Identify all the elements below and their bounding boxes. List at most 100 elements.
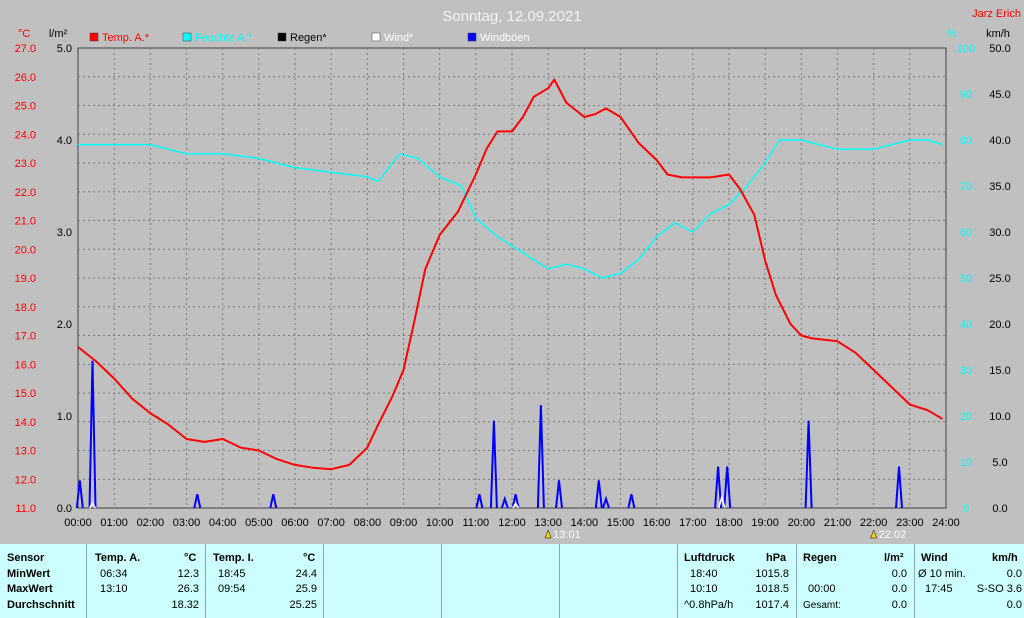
author-label: Jarz Erich xyxy=(972,8,1021,20)
humidity-tick-label: 80 xyxy=(960,135,972,147)
temp-unit-label: °C xyxy=(18,28,30,40)
x-tick-label: 08:00 xyxy=(354,517,382,529)
humidity-tick-label: 50 xyxy=(960,273,972,285)
x-tick-label: 07:00 xyxy=(317,517,345,529)
x-tick-label: 11:00 xyxy=(462,517,489,529)
sensor-header: Sensor xyxy=(7,552,45,564)
gust-spike xyxy=(88,360,97,509)
x-tick-label: 01:00 xyxy=(100,517,128,529)
wind-header: Wind xyxy=(921,552,948,564)
wind-tick-label: 0.0 xyxy=(992,503,1007,515)
wind-tick-label: 20.0 xyxy=(989,319,1010,331)
temp-a-header: Temp. A. xyxy=(95,552,141,564)
legend-swatch xyxy=(182,32,192,42)
humidity-tick-label: 70 xyxy=(960,181,972,193)
x-tick-label: 09:00 xyxy=(390,517,418,529)
rain-tick-label: 5.0 xyxy=(57,43,72,55)
temp-tick-label: 27.0 xyxy=(15,43,36,55)
pressure-min-time: 18:40 xyxy=(690,568,718,580)
gust-spike xyxy=(193,493,202,509)
temp-tick-label: 17.0 xyxy=(15,331,36,343)
series-line-temp xyxy=(77,78,943,471)
temp-i-max: 25.9 xyxy=(295,583,317,595)
temp-tick-label: 25.0 xyxy=(15,101,36,113)
gust-spike xyxy=(895,466,903,509)
rain-r1: 0.0 xyxy=(891,568,907,580)
temp-tick-label: 22.0 xyxy=(15,187,36,199)
gust-spike xyxy=(602,495,610,509)
series-layer xyxy=(75,78,943,509)
pressure-avg: 1017.4 xyxy=(755,599,789,611)
legend-swatch xyxy=(89,32,99,42)
sun-marker-label: 13:01 xyxy=(553,529,581,541)
gust-spike xyxy=(536,404,545,509)
x-tick-label: 14:00 xyxy=(571,517,599,529)
rain-r2: 0.0 xyxy=(891,583,907,595)
rain-unit: l/m² xyxy=(884,552,904,564)
temp-a-max: 26.3 xyxy=(177,583,199,595)
temp-tick-label: 23.0 xyxy=(15,158,36,170)
temp-tick-label: 19.0 xyxy=(15,273,36,285)
humidity-unit-label: % xyxy=(947,28,957,40)
legend: Temp. A.* Feuchte A.* Regen* Wind* Windböen xyxy=(89,32,530,44)
temp-i-unit: °C xyxy=(303,552,316,564)
gust-spike xyxy=(269,493,278,509)
temp-tick-label: 24.0 xyxy=(15,129,36,141)
series-line-humidity xyxy=(78,139,943,279)
wind-spike xyxy=(88,502,97,509)
sun-marker-icon xyxy=(870,529,878,539)
legend-label: Temp. A.* xyxy=(102,32,150,44)
wind-unit: km/h xyxy=(992,552,1018,564)
legend-label: Windböen xyxy=(480,32,530,44)
temp-i-max-time: 09:54 xyxy=(218,583,246,595)
wind-unit-label: km/h xyxy=(986,28,1010,40)
rain-header: Regen xyxy=(803,552,837,564)
pressure-unit: hPa xyxy=(766,552,787,564)
rain-r2-label: 00:00 xyxy=(808,583,836,595)
wind-tick-label: 40.0 xyxy=(989,135,1010,147)
wind-r2-dir: S-SO 3.6 xyxy=(976,583,1022,595)
sun-marker-icon xyxy=(544,529,552,539)
chart-title: Sonntag, 12.09.2021 xyxy=(442,8,581,25)
temp-i-avg: 25.25 xyxy=(289,599,317,611)
legend-label: Regen* xyxy=(290,32,327,44)
gust-spike xyxy=(489,420,498,509)
temp-a-max-time: 13:10 xyxy=(100,583,128,595)
gust-spike xyxy=(555,480,563,509)
pressure-header: Luftdruck xyxy=(684,552,735,564)
x-tick-label: 05:00 xyxy=(245,517,273,529)
humidity-tick-label: 60 xyxy=(960,227,972,239)
wind-r1-label: Ø 10 min. xyxy=(918,568,966,580)
gust-spike xyxy=(627,493,636,509)
gust-spike xyxy=(594,480,603,509)
wind-tick-label: 30.0 xyxy=(989,227,1010,239)
wind-tick-label: 10.0 xyxy=(989,411,1010,423)
legend-swatch xyxy=(277,32,287,42)
temp-tick-label: 14.0 xyxy=(15,417,36,429)
wind-tick-label: 25.0 xyxy=(989,273,1010,285)
x-tick-label: 17:00 xyxy=(679,517,707,529)
rain-tick-label: 3.0 xyxy=(57,227,72,239)
x-tick-label: 16:00 xyxy=(643,517,671,529)
rain-tick-label: 0.0 xyxy=(57,503,72,515)
x-tick-label: 24:00 xyxy=(932,517,960,529)
x-tick-label: 18:00 xyxy=(715,517,743,529)
humidity-tick-label: 30 xyxy=(960,365,972,377)
wind-tick-label: 45.0 xyxy=(989,89,1010,101)
humidity-tick-label: 0 xyxy=(963,503,969,515)
temp-tick-label: 12.0 xyxy=(15,474,36,486)
wind-tick-label: 5.0 xyxy=(992,457,1007,469)
temp-i-min: 24.4 xyxy=(295,568,317,580)
row-min-label: MinWert xyxy=(7,568,51,580)
wind-spike xyxy=(718,494,726,509)
temp-a-avg: 18.32 xyxy=(171,599,199,611)
temp-tick-label: 13.0 xyxy=(15,446,36,458)
x-tick-label: 22:00 xyxy=(860,517,888,529)
pressure-trend: ^0.8hPa/h xyxy=(684,599,734,611)
x-tick-label: 02:00 xyxy=(137,517,165,529)
rain-unit-label: l/m² xyxy=(49,28,68,40)
legend-label: Wind* xyxy=(384,32,414,44)
marker-layer: 13:01 22:02 xyxy=(544,529,906,541)
gust-spike xyxy=(75,480,84,509)
temp-a-min: 12.3 xyxy=(177,568,199,580)
